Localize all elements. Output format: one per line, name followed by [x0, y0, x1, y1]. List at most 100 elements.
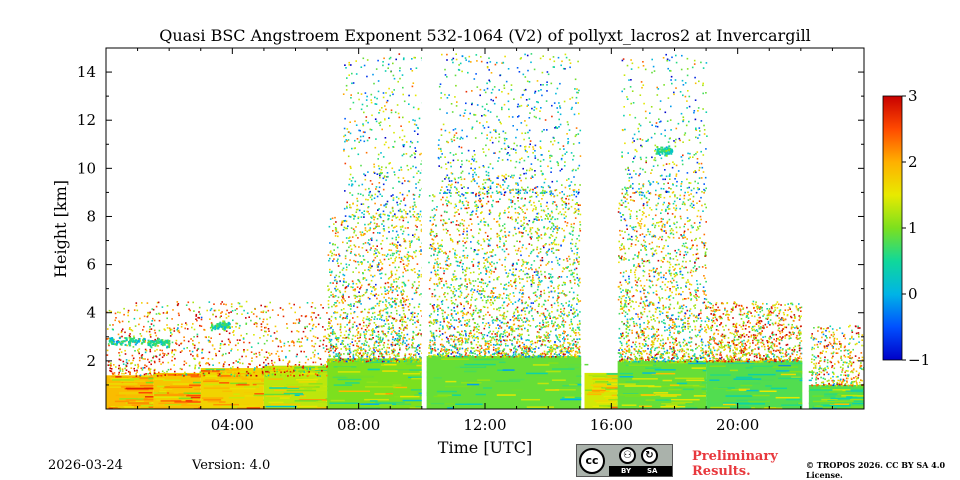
noise-pixel [549, 356, 551, 358]
boundary-layer-streak [202, 371, 233, 374]
noise-pixel [439, 262, 441, 265]
noise-pixel [338, 337, 340, 339]
noise-pixel [334, 287, 336, 290]
noise-pixel [332, 331, 335, 333]
noise-pixel [378, 262, 380, 264]
noise-pixel [349, 192, 351, 194]
noise-pixel [396, 290, 398, 292]
noise-pixel [353, 311, 355, 314]
noise-pixel [131, 329, 134, 332]
noise-pixel [408, 338, 411, 340]
noise-pixel [450, 284, 452, 286]
noise-pixel [402, 304, 404, 306]
noise-pixel [392, 336, 394, 338]
noise-pixel [398, 218, 401, 221]
noise-pixel [477, 278, 479, 280]
noise-pixel [403, 255, 406, 258]
noise-pixel [448, 201, 451, 204]
noise-pixel [231, 375, 234, 377]
noise-pixel [453, 338, 456, 341]
noise-pixel [523, 285, 525, 287]
noise-pixel [379, 213, 382, 216]
noise-pixel [373, 311, 376, 314]
noise-pixel [409, 355, 412, 357]
noise-pixel [334, 350, 336, 352]
noise-pixel [414, 224, 417, 227]
noise-pixel [357, 222, 359, 224]
noise-pixel [280, 346, 282, 348]
noise-pixel [535, 268, 537, 271]
noise-pixel [476, 290, 479, 293]
noise-pixel [348, 264, 350, 266]
noise-pixel [402, 58, 405, 61]
noise-pixel [373, 342, 376, 344]
boundary-layer-streak [219, 382, 230, 384]
noise-pixel [549, 193, 552, 195]
boundary-layer-streak [619, 375, 634, 378]
noise-pixel [570, 269, 573, 272]
noise-pixel [569, 335, 572, 337]
noise-pixel [429, 347, 432, 350]
noise-pixel [498, 350, 501, 352]
noise-pixel [459, 355, 461, 358]
noise-pixel [185, 322, 187, 324]
noise-pixel [377, 251, 380, 253]
noise-pixel [121, 335, 123, 338]
noise-pixel [276, 338, 278, 340]
noise-pixel [398, 287, 400, 289]
noise-pixel [328, 338, 331, 341]
noise-pixel [237, 302, 240, 304]
noise-pixel [368, 229, 370, 232]
noise-pixel [526, 319, 529, 321]
noise-pixel [401, 321, 404, 323]
noise-pixel [110, 310, 112, 313]
noise-pixel [430, 350, 433, 353]
noise-pixel [310, 306, 313, 308]
noise-pixel [556, 218, 559, 220]
noise-pixel [491, 291, 493, 293]
noise-pixel [416, 351, 418, 354]
noise-pixel [333, 312, 335, 314]
noise-pixel [395, 303, 398, 305]
noise-pixel [571, 323, 573, 326]
noise-pixel [402, 341, 404, 344]
noise-pixel [273, 367, 275, 370]
noise-pixel [433, 249, 435, 251]
noise-pixel [429, 345, 432, 348]
noise-pixel [365, 119, 367, 122]
noise-pixel [382, 220, 385, 223]
noise-pixel [513, 338, 516, 340]
noise-pixel [404, 327, 407, 329]
noise-pixel [387, 67, 389, 69]
noise-pixel [353, 259, 355, 262]
noise-pixel [342, 273, 344, 276]
noise-pixel [152, 308, 155, 311]
boundary-layer-streak [154, 378, 165, 380]
boundary-layer-streak [342, 364, 358, 366]
noise-pixel [444, 311, 446, 314]
noise-pixel [251, 360, 253, 362]
noise-pixel [505, 297, 508, 299]
boundary-layer-streak [367, 382, 398, 384]
noise-pixel [466, 323, 469, 326]
noise-pixel [532, 208, 535, 210]
noise-pixel [246, 370, 248, 373]
noise-pixel [457, 224, 460, 226]
noise-pixel [475, 204, 478, 206]
noise-pixel [329, 322, 331, 325]
boundary-layer-streak [379, 404, 392, 406]
noise-pixel [544, 232, 546, 235]
noise-pixel [442, 309, 444, 312]
noise-pixel [456, 304, 459, 307]
noise-pixel [352, 271, 354, 273]
boundary-layer-streak [366, 381, 378, 384]
noise-pixel [361, 349, 363, 352]
noise-pixel [352, 334, 354, 337]
noise-pixel [553, 344, 555, 346]
noise-pixel [344, 255, 347, 257]
noise-pixel [436, 285, 439, 287]
noise-pixel [333, 356, 336, 359]
noise-pixel [239, 305, 241, 308]
noise-pixel [542, 339, 544, 341]
noise-pixel [334, 243, 336, 246]
